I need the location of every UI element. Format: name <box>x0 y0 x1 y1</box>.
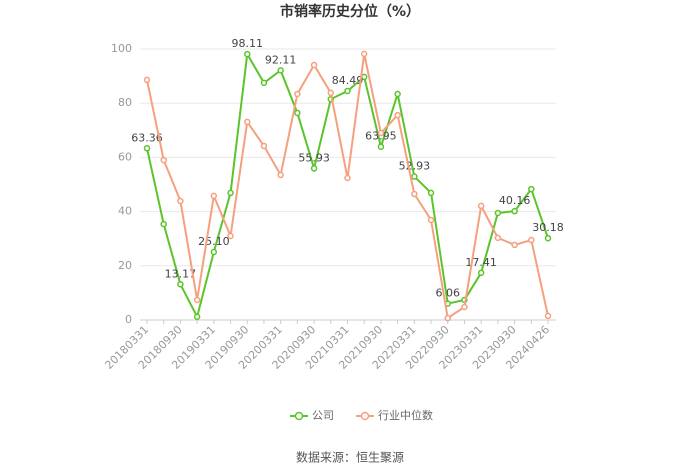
point <box>360 50 368 58</box>
data-label: 13.17 <box>165 267 197 280</box>
point <box>427 189 435 197</box>
point <box>394 90 401 98</box>
point <box>528 236 535 244</box>
point <box>444 314 451 322</box>
point <box>260 142 268 150</box>
point <box>277 171 284 179</box>
point <box>244 50 251 58</box>
data-label: 40.16 <box>499 194 531 207</box>
y-tick-label: 0 <box>125 313 132 326</box>
data-label: 63.36 <box>131 131 163 144</box>
point <box>294 90 301 98</box>
y-tick-label: 60 <box>118 150 132 163</box>
point <box>511 207 518 215</box>
data-label: 25.10 <box>198 235 230 248</box>
point <box>477 269 485 277</box>
point <box>310 165 318 172</box>
point <box>244 118 251 126</box>
legend-label: 公司 <box>312 409 334 422</box>
point <box>177 281 184 288</box>
point <box>544 234 552 242</box>
point <box>427 216 435 224</box>
source: 数据来源：恒生聚源 <box>296 450 404 465</box>
point <box>411 190 418 198</box>
point <box>310 61 318 69</box>
point <box>143 145 151 152</box>
point <box>511 241 518 249</box>
y-tick-label: 80 <box>118 96 132 109</box>
point <box>260 79 268 87</box>
point <box>294 109 301 117</box>
point <box>528 185 535 193</box>
point <box>411 173 418 180</box>
data-label: 92.11 <box>265 53 297 66</box>
data-label: 30.18 <box>532 221 564 234</box>
point <box>210 248 218 256</box>
point <box>160 220 167 228</box>
point <box>143 76 151 84</box>
point <box>193 296 201 304</box>
legend-swatch <box>294 411 304 421</box>
data-label: 52.93 <box>399 160 431 173</box>
point <box>227 189 234 197</box>
chart-title: 市销率历史分位（%） <box>280 3 420 20</box>
point <box>327 89 335 97</box>
point <box>544 312 552 320</box>
data-label: 98.11 <box>232 37 264 50</box>
point <box>344 174 351 182</box>
legend-swatch <box>360 411 370 421</box>
point <box>227 232 234 240</box>
data-label: 84.49 <box>332 74 364 87</box>
data-label: 6.06 <box>436 287 461 300</box>
data-label: 55.93 <box>298 151 330 164</box>
point <box>377 129 385 137</box>
y-tick-label: 20 <box>118 259 132 272</box>
y-tick-label: 40 <box>118 205 132 218</box>
point <box>477 202 485 210</box>
point <box>494 209 502 217</box>
point <box>177 197 184 205</box>
point <box>160 156 167 164</box>
y-tick-label: 100 <box>111 42 132 55</box>
point <box>193 313 201 320</box>
point <box>461 303 468 311</box>
point <box>494 234 502 242</box>
point <box>377 143 385 150</box>
point <box>210 192 218 200</box>
point <box>394 111 401 119</box>
legend-label: 行业中位数 <box>378 408 433 422</box>
point <box>344 87 351 95</box>
point <box>277 67 284 74</box>
